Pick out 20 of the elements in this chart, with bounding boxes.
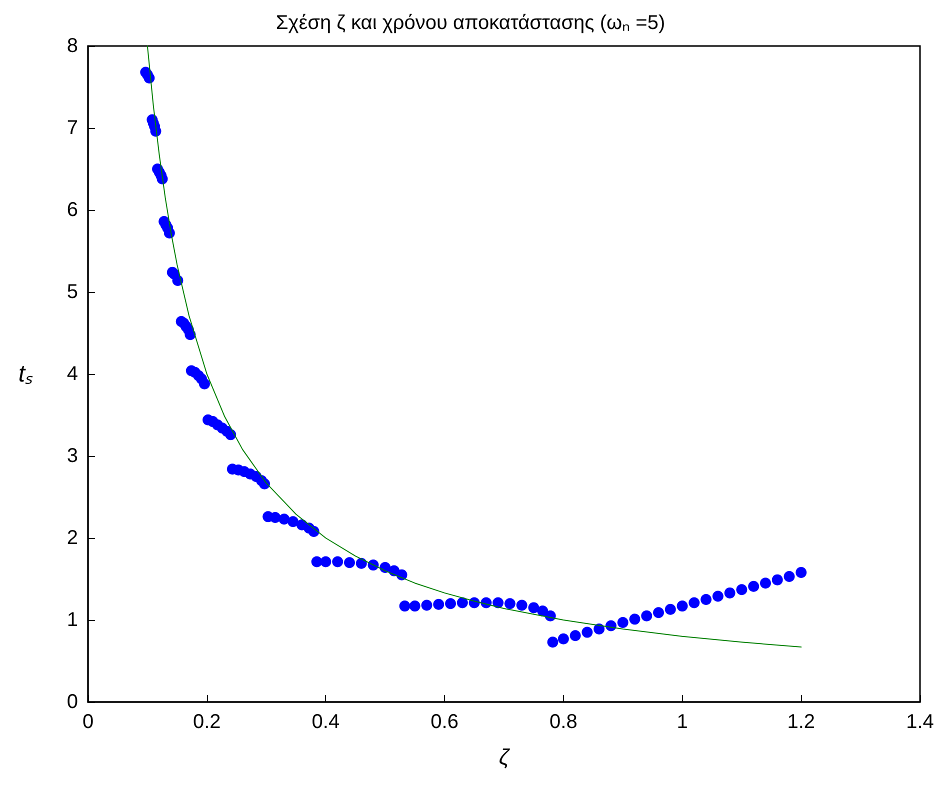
x-tick-label: 1.4 [906, 711, 934, 733]
y-tick-label: 8 [66, 35, 78, 57]
y-tick-label: 4 [66, 363, 78, 385]
x-tick-label: 0.4 [312, 711, 340, 733]
y-tick-label: 3 [66, 445, 78, 467]
x-axis-title: ζ [498, 744, 511, 770]
y-tick-label: 6 [66, 199, 78, 221]
x-tick-label: 0 [82, 711, 94, 733]
x-tick-label: 0.2 [192, 711, 221, 733]
x-tick-label: 0.6 [430, 711, 458, 733]
x-tick-label: 1 [676, 711, 688, 733]
chart-title: Σχέση ζ και χρόνου αποκατάστασης (ωₙ =5) [276, 12, 666, 34]
y-tick-label: 7 [66, 117, 78, 139]
y-axis-title: tₛ [18, 360, 33, 388]
x-tick-label: 0.8 [550, 711, 578, 733]
y-tick-label: 2 [66, 527, 78, 549]
y-tick-label: 0 [66, 691, 78, 713]
y-tick-label: 5 [66, 281, 78, 303]
y-tick-label: 1 [66, 609, 78, 631]
x-tick-label: 1.2 [787, 711, 816, 733]
